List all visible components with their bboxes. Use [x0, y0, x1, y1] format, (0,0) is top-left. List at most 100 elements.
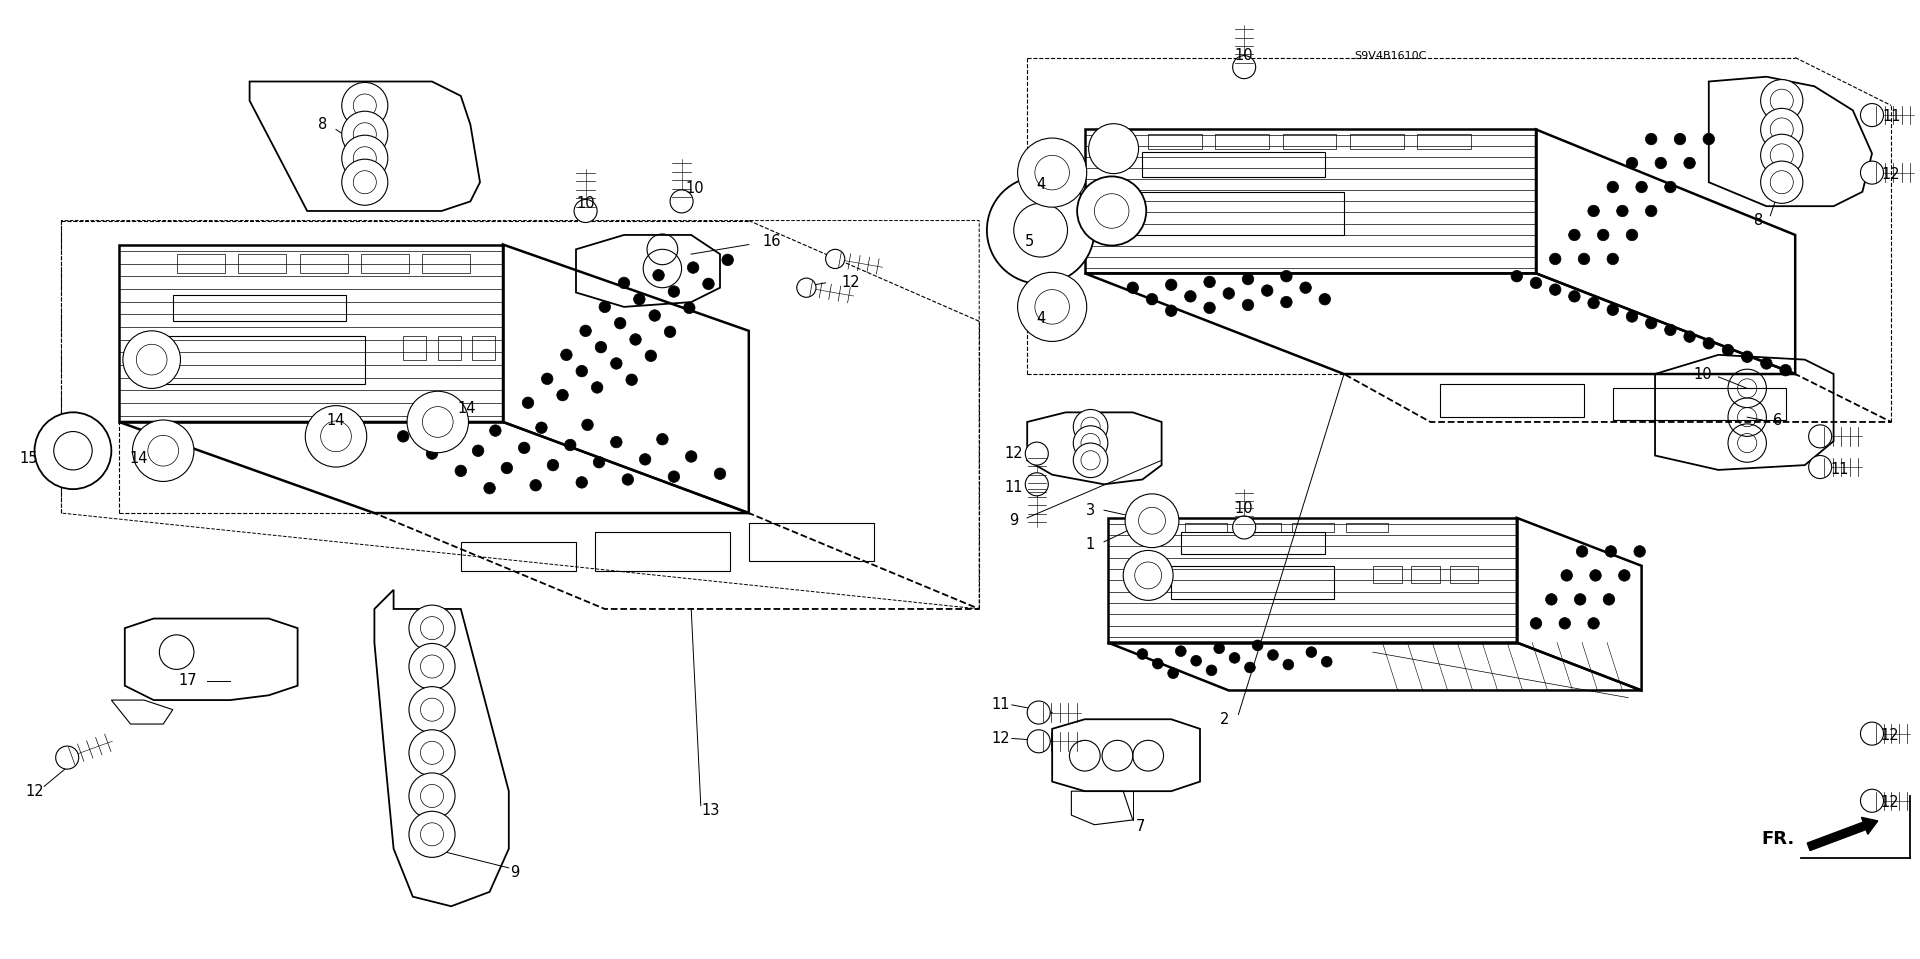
Circle shape: [1321, 656, 1332, 667]
Circle shape: [1242, 273, 1254, 285]
Circle shape: [1809, 456, 1832, 479]
Text: 12: 12: [841, 275, 860, 291]
Text: 9: 9: [1010, 513, 1018, 528]
Circle shape: [1185, 291, 1196, 302]
Text: 10: 10: [685, 181, 705, 197]
Text: S9V4B1610C: S9V4B1610C: [1354, 51, 1427, 60]
Circle shape: [1626, 311, 1638, 322]
Text: 11: 11: [1004, 480, 1023, 495]
Circle shape: [1190, 655, 1202, 667]
Circle shape: [1780, 364, 1791, 376]
Text: 13: 13: [701, 803, 720, 818]
Circle shape: [1578, 253, 1590, 265]
Circle shape: [1089, 124, 1139, 174]
Circle shape: [1674, 133, 1686, 145]
Circle shape: [1761, 134, 1803, 176]
Circle shape: [1252, 640, 1263, 651]
Circle shape: [409, 605, 455, 651]
Circle shape: [501, 462, 513, 474]
Circle shape: [1761, 80, 1803, 122]
Circle shape: [1244, 662, 1256, 673]
Text: 12: 12: [25, 784, 44, 799]
Circle shape: [1569, 229, 1580, 241]
Circle shape: [56, 746, 79, 769]
Circle shape: [1722, 344, 1734, 356]
Circle shape: [1267, 649, 1279, 661]
Circle shape: [797, 278, 816, 297]
Circle shape: [530, 480, 541, 491]
Circle shape: [1576, 546, 1588, 557]
Circle shape: [668, 471, 680, 482]
Text: 17: 17: [179, 673, 198, 689]
Circle shape: [342, 135, 388, 181]
Circle shape: [657, 433, 668, 445]
Circle shape: [490, 425, 501, 436]
Text: 2: 2: [1221, 712, 1229, 727]
Text: 10: 10: [1235, 501, 1254, 516]
Circle shape: [305, 406, 367, 467]
Circle shape: [670, 190, 693, 213]
Circle shape: [582, 419, 593, 431]
Circle shape: [564, 439, 576, 451]
Circle shape: [1025, 473, 1048, 496]
Circle shape: [622, 474, 634, 485]
Circle shape: [1603, 594, 1615, 605]
Circle shape: [703, 278, 714, 290]
Circle shape: [1283, 659, 1294, 670]
Circle shape: [409, 811, 455, 857]
Text: 14: 14: [326, 412, 346, 428]
Circle shape: [1204, 302, 1215, 314]
Circle shape: [484, 482, 495, 494]
Text: 11: 11: [1882, 109, 1901, 125]
Circle shape: [1860, 789, 1884, 812]
Text: 6: 6: [1774, 412, 1782, 428]
Circle shape: [1741, 351, 1753, 363]
Circle shape: [630, 334, 641, 345]
Text: 5: 5: [1025, 234, 1033, 249]
Circle shape: [1281, 270, 1292, 282]
Text: 12: 12: [1880, 795, 1899, 810]
Circle shape: [1617, 205, 1628, 217]
Circle shape: [1655, 157, 1667, 169]
Circle shape: [472, 445, 484, 456]
Circle shape: [1607, 181, 1619, 193]
Circle shape: [1809, 425, 1832, 448]
Circle shape: [1530, 277, 1542, 289]
Circle shape: [123, 331, 180, 388]
Circle shape: [1137, 648, 1148, 660]
Circle shape: [1636, 181, 1647, 193]
Text: 12: 12: [1882, 167, 1901, 182]
Circle shape: [1206, 665, 1217, 676]
Circle shape: [1152, 658, 1164, 669]
Circle shape: [1165, 305, 1177, 316]
Circle shape: [1165, 279, 1177, 291]
Circle shape: [1761, 358, 1772, 369]
Circle shape: [1569, 291, 1580, 302]
Circle shape: [599, 301, 611, 313]
Circle shape: [1546, 594, 1557, 605]
Circle shape: [1025, 442, 1048, 465]
Circle shape: [595, 341, 607, 353]
Circle shape: [1645, 317, 1657, 329]
Circle shape: [591, 382, 603, 393]
Text: 14: 14: [129, 451, 148, 466]
Circle shape: [645, 350, 657, 362]
Circle shape: [1626, 157, 1638, 169]
Circle shape: [1125, 494, 1179, 548]
Circle shape: [687, 262, 699, 273]
Circle shape: [1626, 229, 1638, 241]
Text: 12: 12: [1880, 728, 1899, 743]
Circle shape: [536, 422, 547, 433]
Circle shape: [1549, 284, 1561, 295]
Circle shape: [1233, 516, 1256, 539]
Circle shape: [1167, 667, 1179, 679]
Circle shape: [547, 459, 559, 471]
Circle shape: [618, 277, 630, 289]
Circle shape: [1860, 722, 1884, 745]
Circle shape: [1018, 272, 1087, 341]
Circle shape: [132, 420, 194, 481]
Circle shape: [409, 687, 455, 733]
Circle shape: [580, 325, 591, 337]
Text: 8: 8: [319, 117, 326, 132]
Circle shape: [1073, 426, 1108, 460]
